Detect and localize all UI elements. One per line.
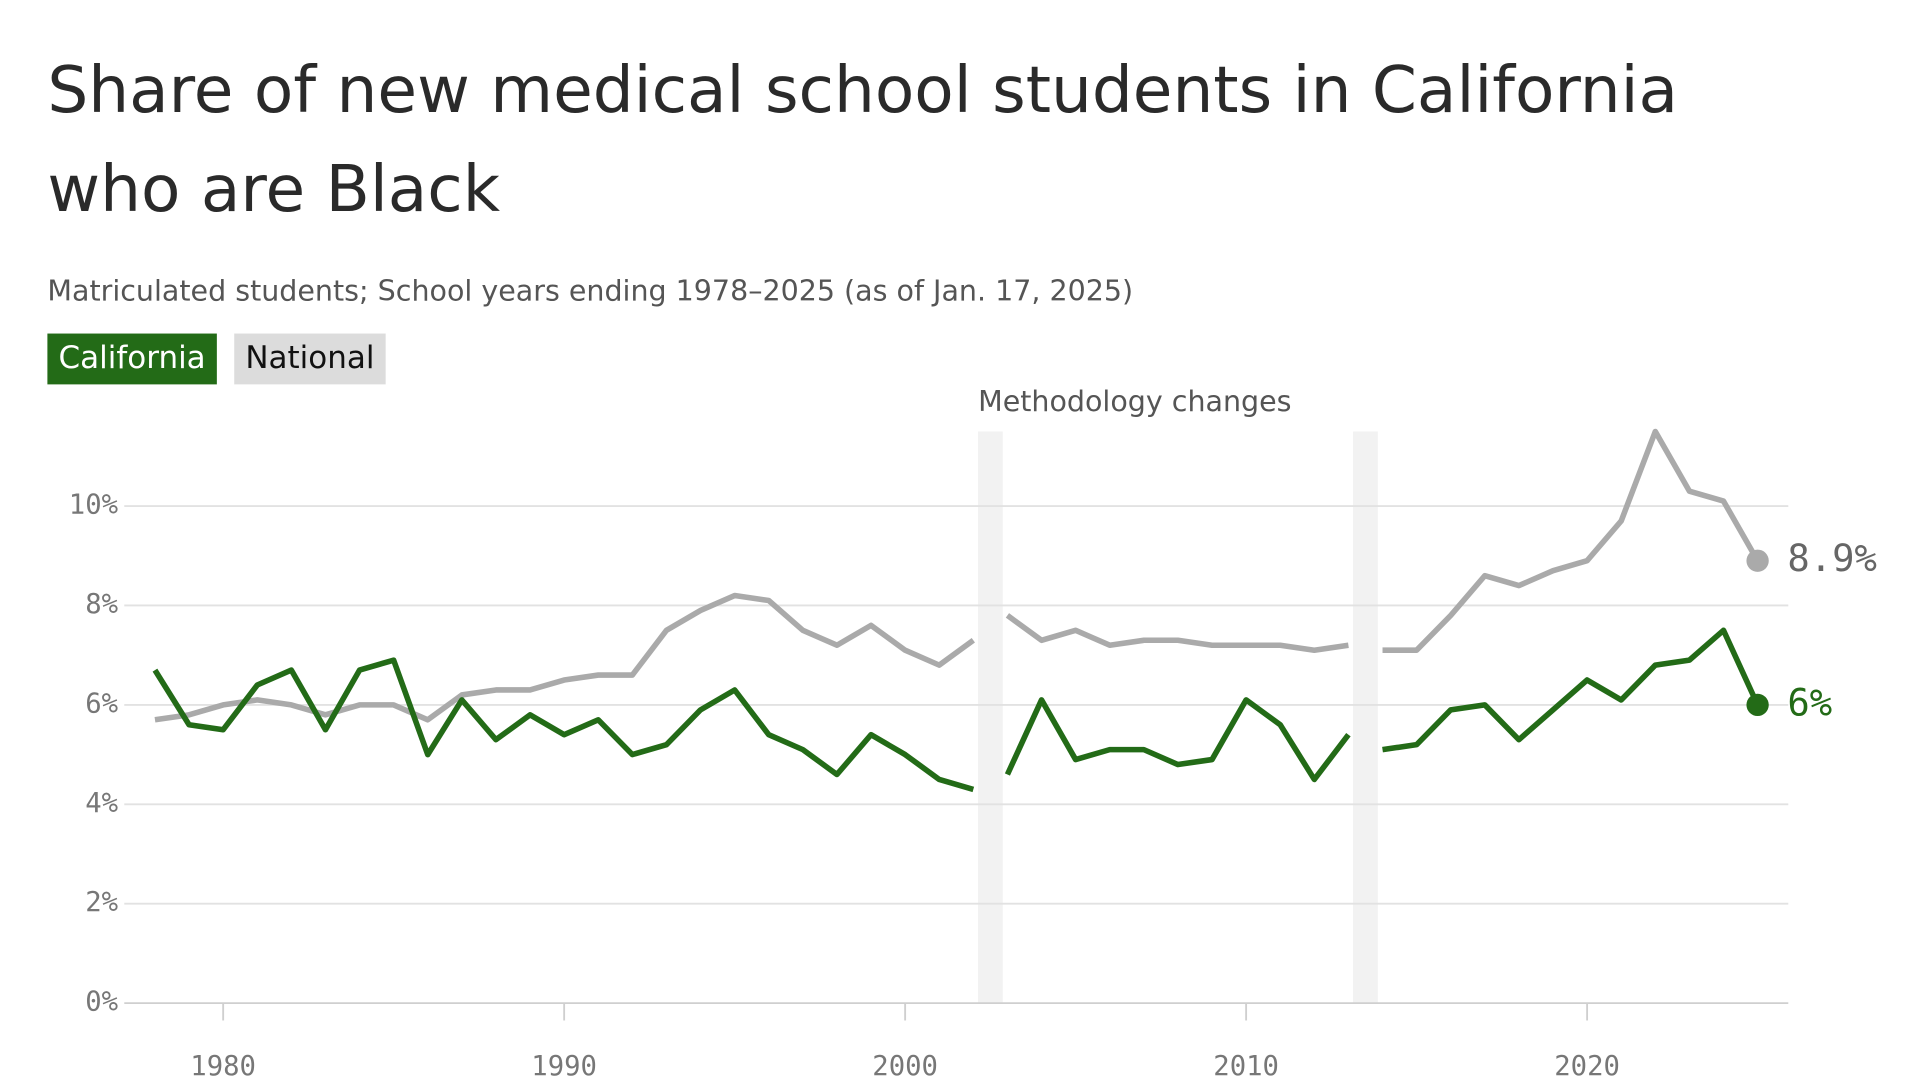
series-line (154, 428, 1761, 723)
series-line (152, 627, 1761, 793)
chart-title: who are Black (47, 152, 500, 227)
y-tick-label: 10% (69, 490, 118, 521)
legend-chip (47, 333, 217, 385)
legend-chip (234, 333, 386, 385)
x-tick-label: 1990 (531, 1051, 597, 1080)
legend-label: National (245, 340, 374, 376)
methodology-band (977, 431, 1003, 1004)
end-label: 8.9% (1787, 536, 1877, 580)
x-tick-label: 1980 (190, 1051, 256, 1080)
y-tick-label: 6% (85, 688, 118, 719)
x-tick-label: 2000 (872, 1051, 938, 1080)
y-tick-label: 8% (85, 589, 118, 620)
end-label: 6% (1787, 680, 1832, 724)
y-tick-label: 2% (85, 887, 118, 918)
end-dot (1746, 693, 1769, 717)
methodology-band (1353, 431, 1378, 1004)
y-tick-label: 4% (85, 788, 118, 819)
chart-title: Share of new medical school students in … (47, 53, 1678, 128)
annotation: Methodology changes (978, 385, 1291, 418)
end-dot (1746, 549, 1769, 572)
x-tick-label: 2020 (1554, 1051, 1620, 1080)
chart-subtitle: Matriculated students; School years endi… (47, 275, 1133, 308)
legend-label: California (59, 340, 206, 376)
y-tick-label: 0% (85, 987, 118, 1018)
x-tick-label: 2010 (1213, 1051, 1279, 1080)
